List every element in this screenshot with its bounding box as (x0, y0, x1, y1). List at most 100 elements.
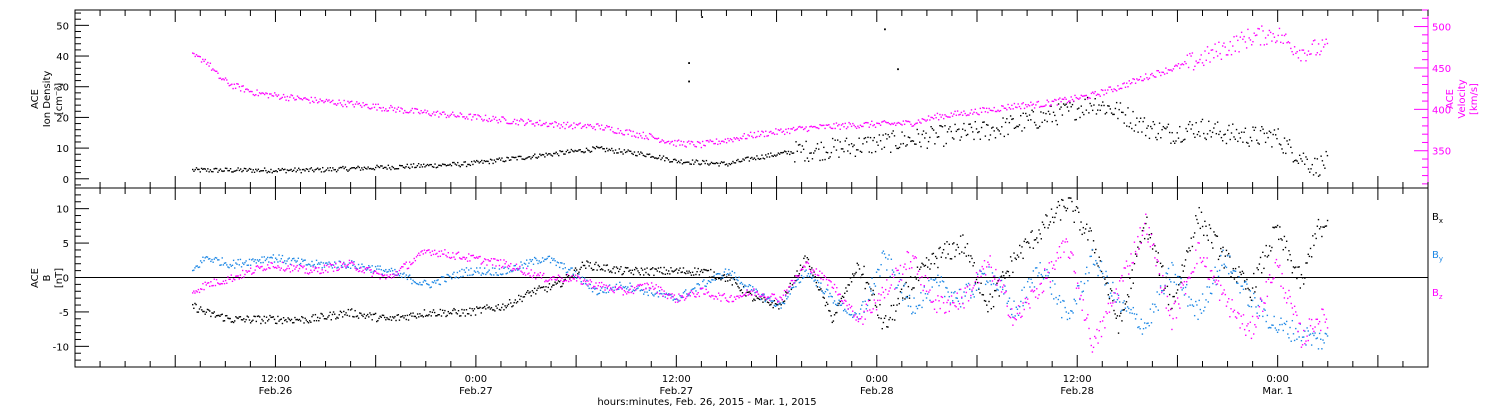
data-point (1163, 127, 1166, 129)
data-point (609, 129, 612, 131)
data-point (297, 270, 300, 272)
data-point (1137, 235, 1139, 238)
data-point (846, 304, 848, 307)
data-point (503, 259, 505, 261)
data-point (962, 302, 964, 305)
data-point (1325, 38, 1327, 40)
data-point (193, 170, 195, 172)
data-point (1300, 346, 1303, 348)
data-point (663, 292, 665, 295)
data-point (1132, 282, 1135, 284)
data-point (337, 317, 339, 319)
data-point (949, 116, 951, 118)
data-point (691, 141, 694, 143)
data-point (1013, 316, 1015, 319)
data-point (393, 276, 395, 278)
data-point (1112, 300, 1114, 302)
data-point (376, 272, 378, 274)
data-point (304, 272, 306, 274)
data-point (597, 293, 599, 295)
data-point (679, 299, 681, 302)
data-point (309, 263, 311, 266)
data-point (1298, 154, 1301, 157)
data-point (274, 92, 276, 94)
data-point (393, 273, 395, 275)
data-point (688, 140, 690, 142)
data-point (1040, 111, 1042, 113)
data-point (377, 319, 379, 322)
data-point (1065, 311, 1067, 313)
data-point (814, 273, 816, 276)
data-point (966, 285, 969, 287)
data-point (581, 283, 584, 285)
data-point (255, 320, 258, 323)
data-point (1103, 276, 1105, 279)
data-point (541, 257, 544, 259)
data-point (396, 271, 398, 273)
data-point (571, 127, 574, 130)
data-point (462, 256, 464, 259)
data-point (805, 140, 807, 143)
data-point (597, 264, 599, 266)
data-point (849, 277, 852, 279)
data-point (422, 111, 425, 114)
data-point (867, 122, 869, 124)
data-point (1103, 104, 1105, 107)
data-point (624, 129, 627, 132)
data-point (1176, 289, 1179, 291)
data-point (329, 263, 331, 265)
data-point (949, 303, 952, 306)
data-point (891, 269, 894, 271)
data-point (849, 152, 852, 155)
data-point (1159, 287, 1162, 289)
legend-bx: Bx (1432, 212, 1443, 225)
data-point (552, 152, 555, 155)
data-point (444, 249, 446, 251)
data-point (411, 166, 414, 168)
data-point (1143, 322, 1146, 324)
data-point (1167, 267, 1170, 270)
data-point (545, 279, 547, 282)
data-point (347, 308, 350, 311)
data-point (683, 161, 685, 164)
data-point (1252, 126, 1254, 128)
data-point (265, 268, 268, 270)
data-point (464, 117, 467, 120)
density-series (192, 16, 1329, 177)
data-point (941, 114, 944, 116)
data-point (972, 131, 974, 133)
data-point (1017, 305, 1020, 307)
data-point (617, 152, 619, 154)
data-point (972, 293, 974, 296)
data-point (1297, 57, 1300, 59)
data-point (717, 162, 719, 165)
data-point (974, 108, 976, 111)
data-point (1078, 287, 1080, 289)
data-point (541, 124, 544, 126)
data-point (1277, 34, 1279, 37)
data-point (451, 313, 453, 315)
data-point (961, 297, 963, 299)
data-point (864, 300, 866, 302)
data-point (206, 308, 209, 311)
data-point (820, 141, 822, 144)
data-point (1302, 49, 1305, 51)
data-point (614, 285, 616, 288)
data-point (196, 311, 198, 313)
data-point (1317, 43, 1320, 45)
data-point (263, 315, 265, 318)
data-point (477, 270, 479, 273)
data-point (1170, 69, 1172, 71)
data-point (1235, 281, 1238, 283)
data-point (839, 304, 841, 307)
data-point (595, 282, 597, 284)
data-point (669, 273, 671, 275)
data-point (973, 111, 975, 114)
data-point (991, 296, 994, 298)
data-point (1245, 288, 1247, 290)
data-point (1102, 89, 1104, 92)
data-point (849, 307, 852, 309)
data-point (629, 282, 631, 284)
data-point (1297, 162, 1300, 165)
data-point (430, 254, 432, 257)
